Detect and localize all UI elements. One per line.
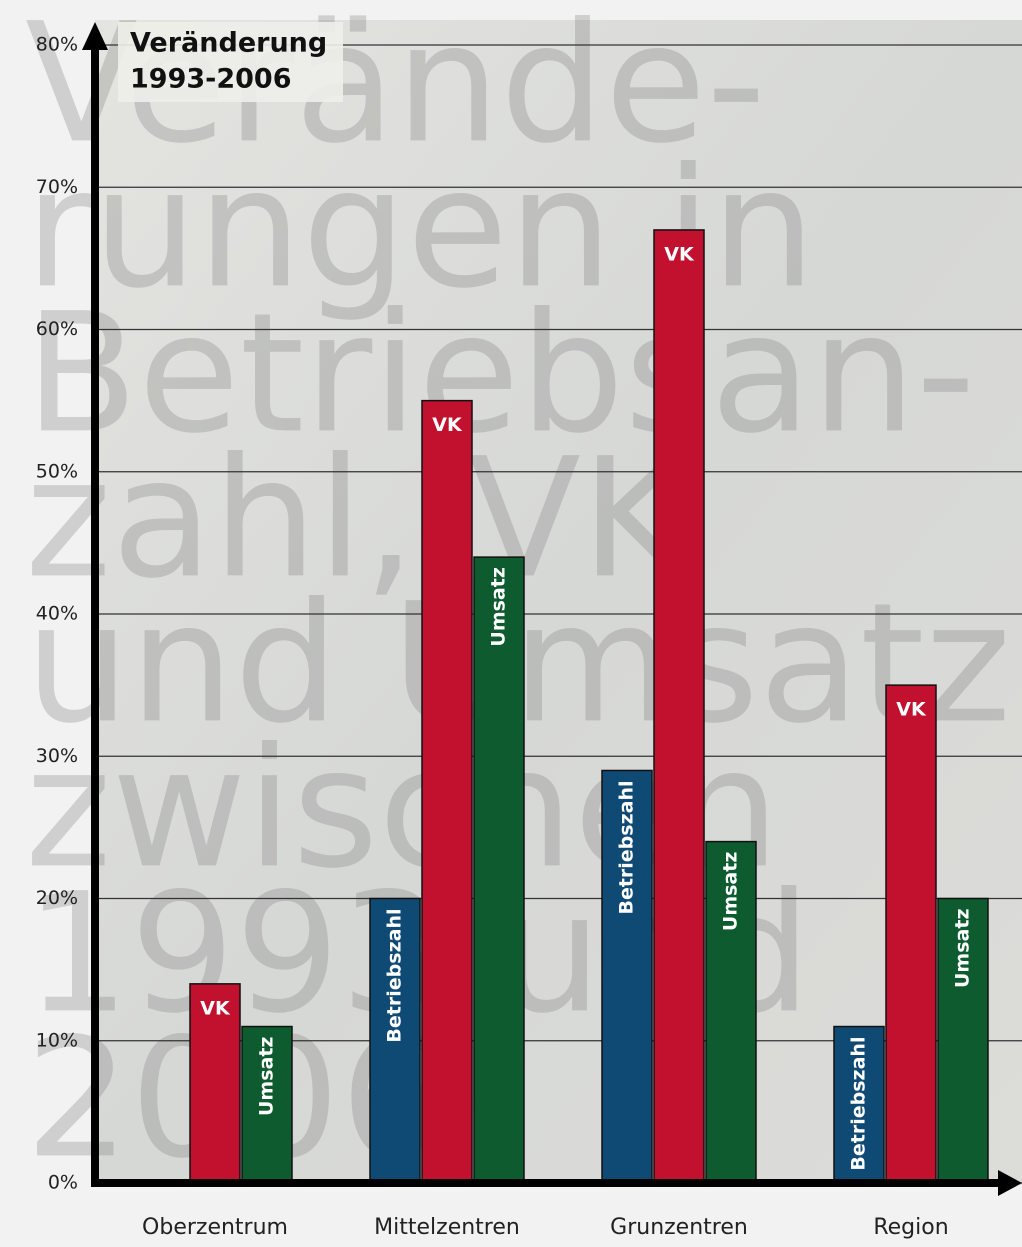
y-tick-label: 30% [36, 745, 78, 767]
y-tick-label: 60% [36, 318, 78, 340]
bar [705, 840, 757, 1184]
bar-label: Umsatz [256, 1037, 278, 1117]
x-tick-label: Oberzentrum [142, 1215, 288, 1240]
bar [653, 229, 705, 1184]
bar [473, 556, 525, 1184]
bar [241, 1025, 293, 1184]
bar-label: VK [896, 699, 927, 721]
x-tick-label: Grunzentren [610, 1215, 748, 1240]
y-axis-arrow [82, 22, 108, 50]
y-tick-label: 40% [36, 603, 78, 625]
bar-label: Umsatz [952, 909, 974, 989]
watermark-line: Betriebsan- [25, 277, 976, 469]
bar [421, 399, 473, 1184]
bar [189, 983, 241, 1184]
chart-title: Veränderung [130, 28, 327, 59]
x-tick-label: Region [873, 1215, 948, 1240]
bar [601, 769, 653, 1184]
y-tick-label: 50% [36, 460, 78, 482]
bar-label: Betriebszahl [848, 1037, 870, 1171]
bar-label: VK [432, 414, 463, 436]
title-background [118, 22, 343, 102]
bar-label: VK [664, 243, 695, 265]
bar-label: Umsatz [720, 852, 742, 932]
y-tick-label: 20% [36, 887, 78, 909]
y-tick-label: 0% [48, 1172, 78, 1194]
bar-label: Betriebszahl [616, 780, 638, 914]
x-axis-arrow [998, 1170, 1022, 1196]
bar [369, 897, 421, 1184]
plot-background [95, 20, 1022, 1185]
bar-label: VK [200, 997, 231, 1019]
watermark-line: zahl, VK [25, 422, 693, 614]
bar [833, 1025, 885, 1184]
y-tick-label: 80% [36, 34, 78, 56]
bar [885, 684, 937, 1184]
bar-label: Umsatz [488, 567, 510, 647]
x-tick-label: Mittelzentren [374, 1215, 520, 1240]
bar [937, 897, 989, 1184]
y-tick-label: 10% [36, 1029, 78, 1051]
grid: 0% 10% 20% 30% 40% 50% 60% 70% 80% [36, 34, 1022, 1194]
bar-label: Betriebszahl [384, 909, 406, 1043]
y-tick-label: 70% [36, 176, 78, 198]
chart-subtitle: 1993-2006 [130, 64, 292, 95]
